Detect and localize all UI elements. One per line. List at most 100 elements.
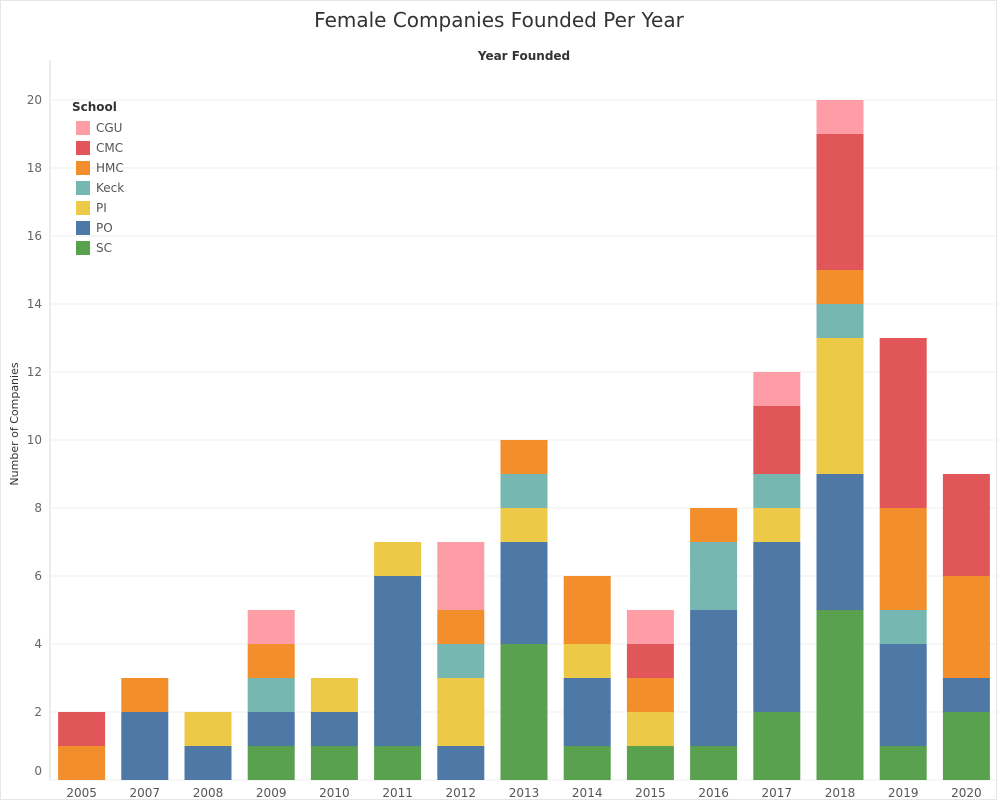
y-tick-label: 18 [27, 161, 42, 175]
y-tick-label: 12 [27, 365, 42, 379]
y-tick-label: 0 [34, 764, 42, 778]
bar-segment-keck-2016[interactable] [690, 542, 738, 610]
x-tick-label: 2012 [446, 786, 477, 800]
y-tick-label: 2 [34, 705, 42, 719]
y-tick-label: 8 [34, 501, 42, 515]
bar-segment-cmc-2017[interactable] [753, 406, 801, 474]
bar-segment-cmc-2018[interactable] [816, 134, 864, 270]
x-tick-label: 2018 [825, 786, 856, 800]
bar-segment-sc-2016[interactable] [690, 746, 738, 780]
legend-item-sc[interactable]: SC [72, 238, 124, 258]
bar-segment-keck-2017[interactable] [753, 474, 801, 508]
bar-segment-sc-2018[interactable] [816, 610, 864, 780]
bar-segment-sc-2015[interactable] [626, 746, 674, 780]
bar-segment-po-2018[interactable] [816, 474, 864, 610]
bar-segment-pi-2012[interactable] [437, 678, 485, 746]
bar-segment-po-2007[interactable] [121, 712, 169, 780]
x-tick-label: 2009 [256, 786, 287, 800]
legend-item-po[interactable]: PO [72, 218, 124, 238]
bar-segment-hmc-2005[interactable] [58, 746, 106, 780]
bar-segment-po-2009[interactable] [247, 712, 295, 746]
legend-swatch [76, 141, 90, 155]
bar-segment-hmc-2009[interactable] [247, 644, 295, 678]
legend-item-cmc[interactable]: CMC [72, 138, 124, 158]
y-tick-label: 6 [34, 569, 42, 583]
bar-segment-keck-2013[interactable] [500, 474, 548, 508]
bar-segment-keck-2018[interactable] [816, 304, 864, 338]
bar-segment-pi-2018[interactable] [816, 338, 864, 474]
legend-label: PO [96, 221, 113, 235]
bar-segment-sc-2019[interactable] [879, 746, 927, 780]
bar-segment-sc-2020[interactable] [942, 712, 990, 780]
y-tick-label: 4 [34, 637, 42, 651]
legend-item-hmc[interactable]: HMC [72, 158, 124, 178]
bar-segment-po-2019[interactable] [879, 644, 927, 746]
bar-segment-keck-2012[interactable] [437, 644, 485, 678]
legend: School CGU CMC HMC Keck PI PO SC [72, 100, 124, 258]
bar-segment-hmc-2015[interactable] [626, 678, 674, 712]
bar-segment-cmc-2005[interactable] [58, 712, 106, 746]
legend-swatch [76, 201, 90, 215]
bar-segment-po-2013[interactable] [500, 542, 548, 644]
x-tick-label: 2007 [130, 786, 161, 800]
y-tick-label: 14 [27, 297, 42, 311]
legend-items: CGU CMC HMC Keck PI PO SC [72, 118, 124, 258]
bar-segment-cgu-2015[interactable] [626, 610, 674, 644]
bar-segment-po-2016[interactable] [690, 610, 738, 746]
bar-segment-pi-2008[interactable] [184, 712, 232, 746]
bar-segment-sc-2014[interactable] [563, 746, 611, 780]
bar-segment-sc-2013[interactable] [500, 644, 548, 780]
bar-segment-cmc-2015[interactable] [626, 644, 674, 678]
legend-item-cgu[interactable]: CGU [72, 118, 124, 138]
legend-label: SC [96, 241, 112, 255]
bar-segment-po-2017[interactable] [753, 542, 801, 712]
x-tick-label: 2010 [319, 786, 350, 800]
x-tick-label: 2008 [193, 786, 224, 800]
bar-segment-pi-2013[interactable] [500, 508, 548, 542]
legend-item-keck[interactable]: Keck [72, 178, 124, 198]
x-tick-label: 2015 [635, 786, 666, 800]
bar-segment-pi-2014[interactable] [563, 644, 611, 678]
bar-segment-hmc-2019[interactable] [879, 508, 927, 610]
bar-segment-hmc-2007[interactable] [121, 678, 169, 712]
bar-segment-po-2020[interactable] [942, 678, 990, 712]
y-tick-label: 10 [27, 433, 42, 447]
bar-segment-po-2012[interactable] [437, 746, 485, 780]
bar-segment-hmc-2014[interactable] [563, 576, 611, 644]
bar-segment-po-2010[interactable] [310, 712, 358, 746]
bar-segment-cmc-2019[interactable] [879, 338, 927, 508]
bar-segment-hmc-2018[interactable] [816, 270, 864, 304]
y-tick-label: 16 [27, 229, 42, 243]
bar-segment-pi-2010[interactable] [310, 678, 358, 712]
bar-segment-sc-2011[interactable] [374, 746, 422, 780]
bar-segment-keck-2009[interactable] [247, 678, 295, 712]
bar-segment-cgu-2017[interactable] [753, 372, 801, 406]
legend-swatch [76, 241, 90, 255]
bar-segment-cgu-2009[interactable] [247, 610, 295, 644]
bar-segment-cmc-2020[interactable] [942, 474, 990, 576]
bar-segment-po-2011[interactable] [374, 576, 422, 746]
bar-segment-keck-2019[interactable] [879, 610, 927, 644]
bar-segment-hmc-2012[interactable] [437, 610, 485, 644]
bar-segment-cgu-2012[interactable] [437, 542, 485, 610]
bar-segment-sc-2017[interactable] [753, 712, 801, 780]
bar-segment-sc-2009[interactable] [247, 746, 295, 780]
bar-segment-sc-2010[interactable] [310, 746, 358, 780]
x-tick-label: 2019 [888, 786, 919, 800]
legend-label: CGU [96, 121, 123, 135]
bar-segment-po-2008[interactable] [184, 746, 232, 780]
x-tick-label: 2005 [66, 786, 97, 800]
legend-item-pi[interactable]: PI [72, 198, 124, 218]
bar-segment-hmc-2016[interactable] [690, 508, 738, 542]
bar-segment-pi-2017[interactable] [753, 508, 801, 542]
bar-segment-hmc-2013[interactable] [500, 440, 548, 474]
bar-segment-cgu-2018[interactable] [816, 100, 864, 134]
bar-segment-hmc-2020[interactable] [942, 576, 990, 678]
legend-label: HMC [96, 161, 124, 175]
bar-segment-pi-2015[interactable] [626, 712, 674, 746]
x-tick-label: 2013 [509, 786, 540, 800]
bar-segment-po-2014[interactable] [563, 678, 611, 746]
bar-segment-pi-2011[interactable] [374, 542, 422, 576]
y-axis-label: Number of Companies [8, 362, 21, 485]
